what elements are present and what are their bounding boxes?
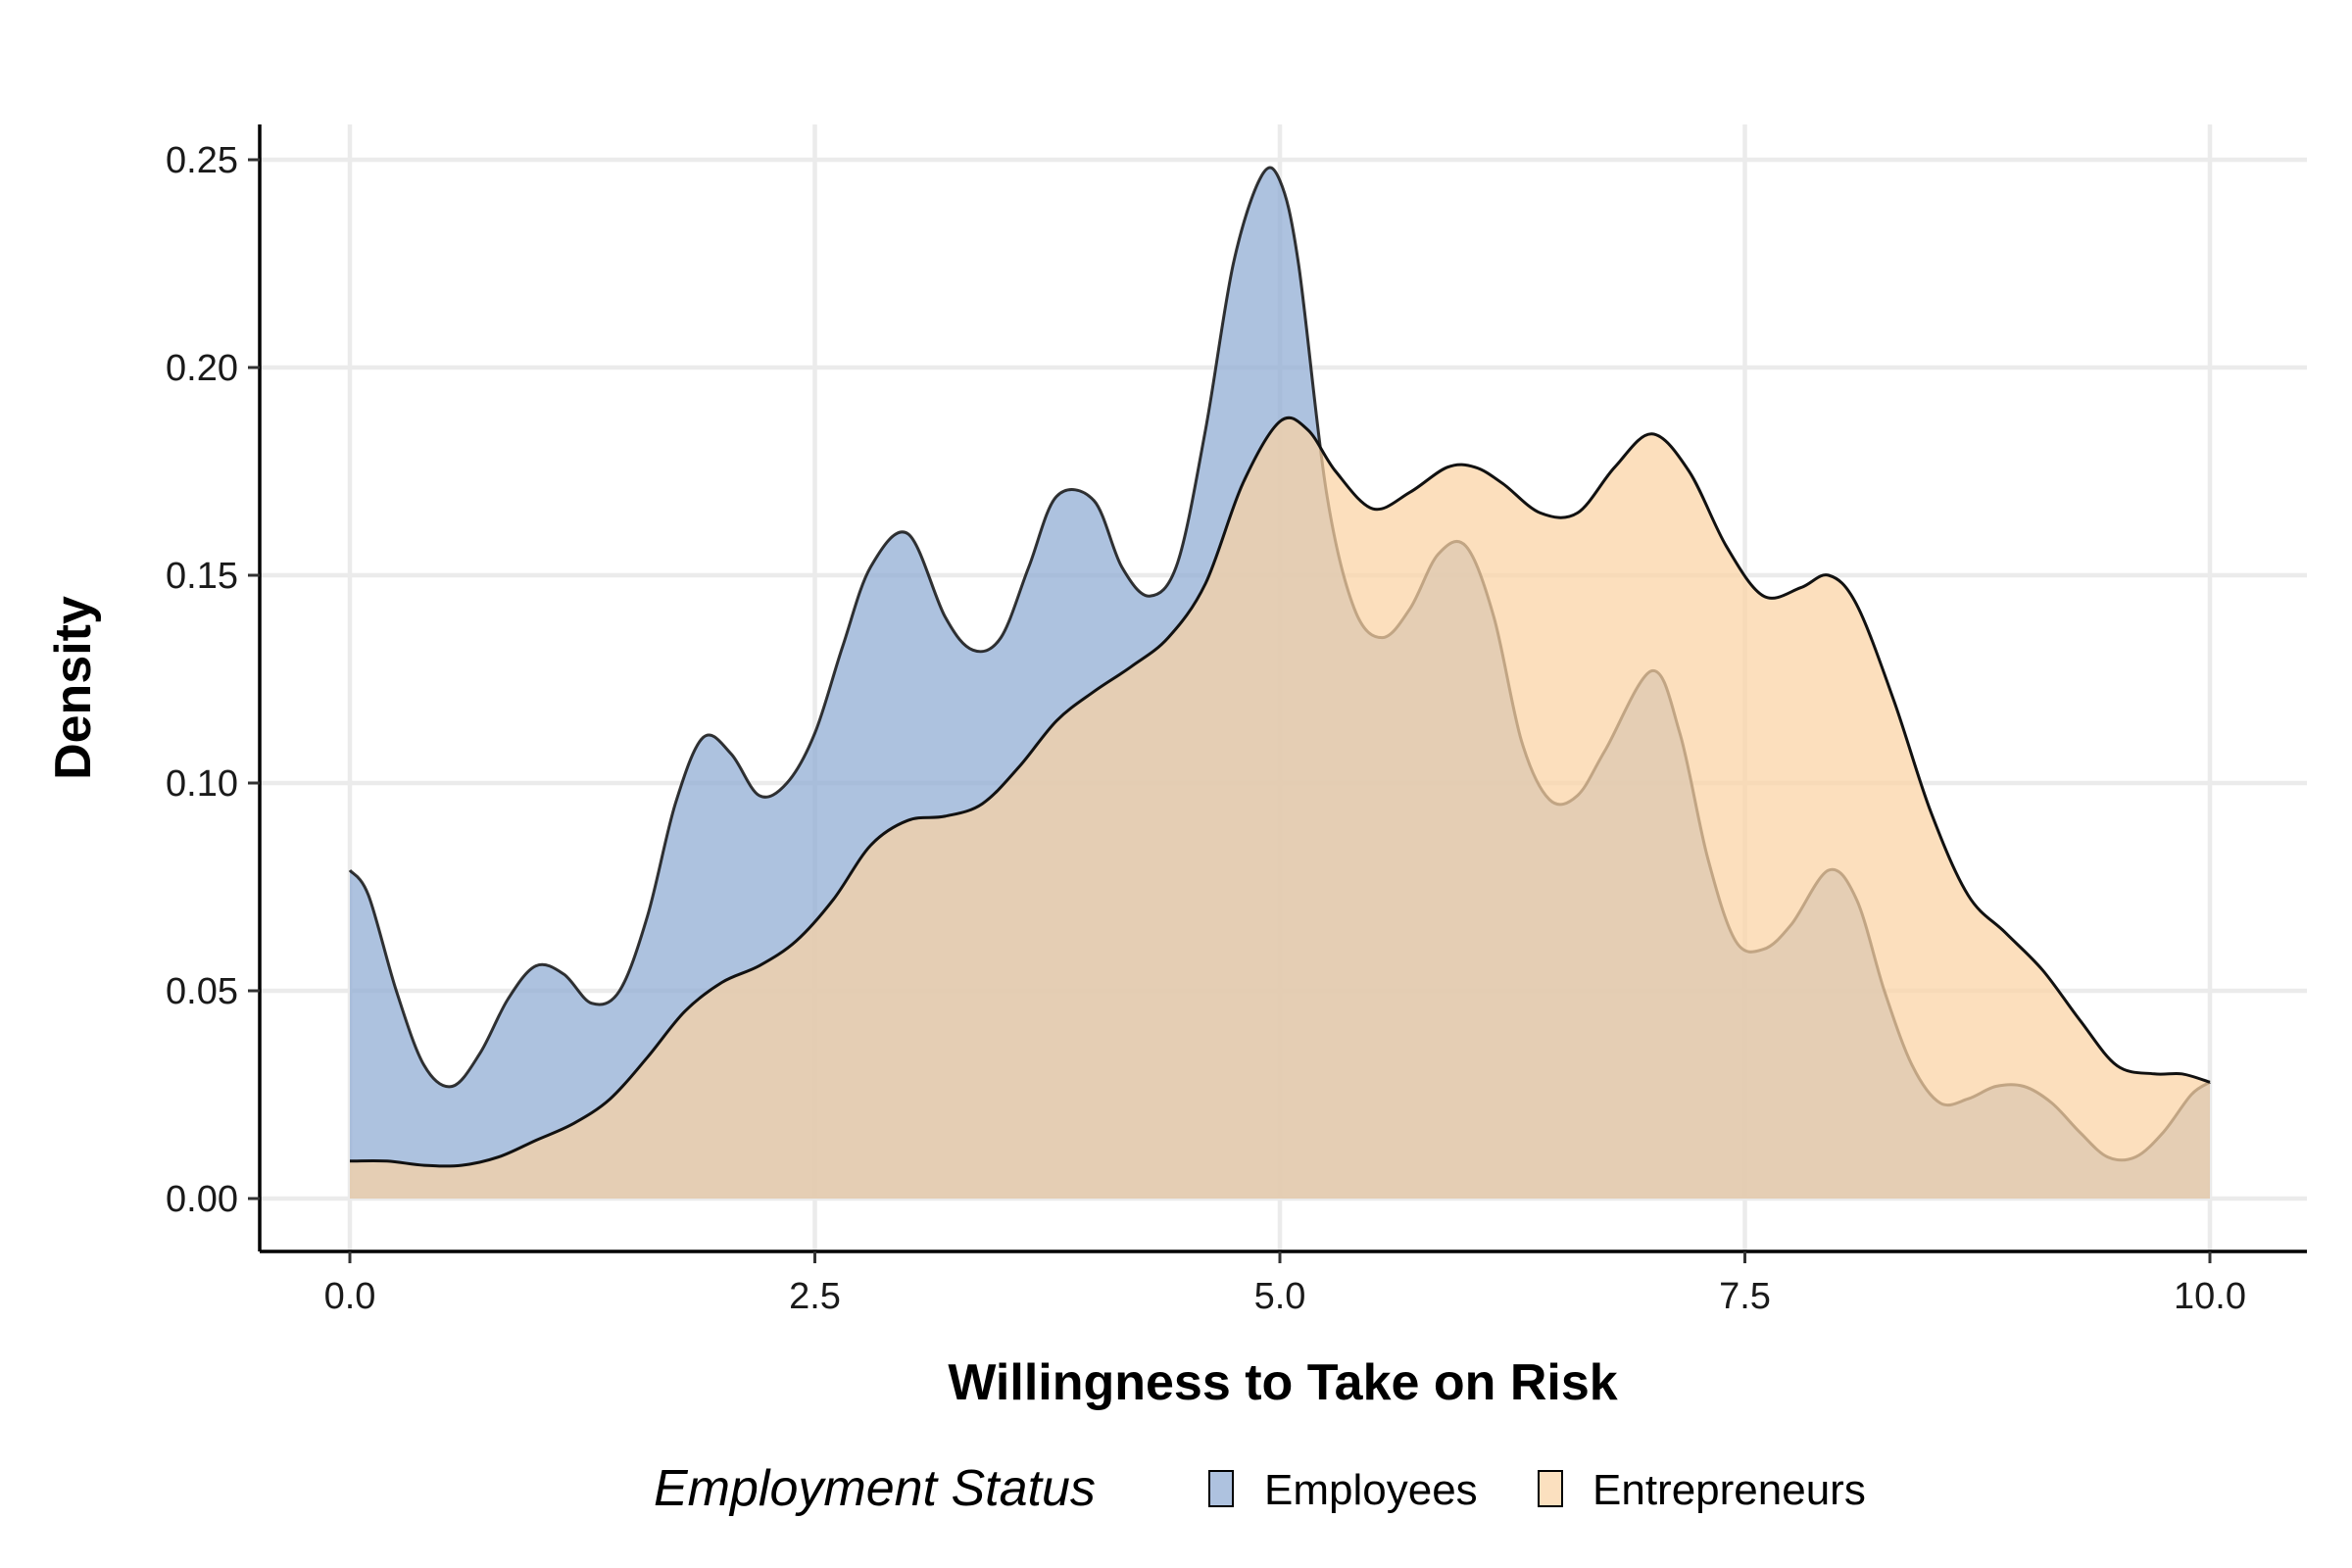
axes <box>258 124 2307 1253</box>
x-tick-label: 0.0 <box>324 1276 376 1317</box>
y-tick-label: 0.25 <box>166 140 238 181</box>
legend-title: Employment Status <box>654 1460 1096 1517</box>
density-line-entrepreneurs <box>349 416 2211 1168</box>
y-tick-label: 0.10 <box>166 763 238 805</box>
x-axis-title: Willingness to Take on Risk <box>948 1354 1617 1411</box>
y-axis-title: Density <box>45 596 102 780</box>
density-area-entrepreneurs <box>350 417 2210 1199</box>
x-axis-ticks: 0.0 2.5 5.0 7.5 10.0 <box>324 1251 2246 1317</box>
y-tick-label: 0.20 <box>166 348 238 389</box>
legend-key-entrepreneurs <box>1538 1470 1563 1507</box>
x-tick-label: 5.0 <box>1254 1276 1306 1317</box>
x-tick-label: 10.0 <box>2174 1276 2246 1317</box>
legend: Employment Status Employees Entrepreneur… <box>654 1460 1866 1517</box>
y-axis-ticks: 0.00 0.05 0.10 0.15 0.20 0.25 <box>166 140 260 1220</box>
y-tick-label: 0.00 <box>166 1179 238 1220</box>
y-tick-label: 0.15 <box>166 556 238 597</box>
y-tick-label: 0.05 <box>166 971 238 1012</box>
legend-label-entrepreneurs: Entrepreneurs <box>1592 1466 1866 1514</box>
density-areas <box>348 166 2211 1199</box>
x-tick-label: 2.5 <box>789 1276 841 1317</box>
legend-label-employees: Employees <box>1264 1466 1478 1514</box>
x-tick-label: 7.5 <box>1719 1276 1771 1317</box>
legend-key-employees <box>1208 1470 1234 1507</box>
